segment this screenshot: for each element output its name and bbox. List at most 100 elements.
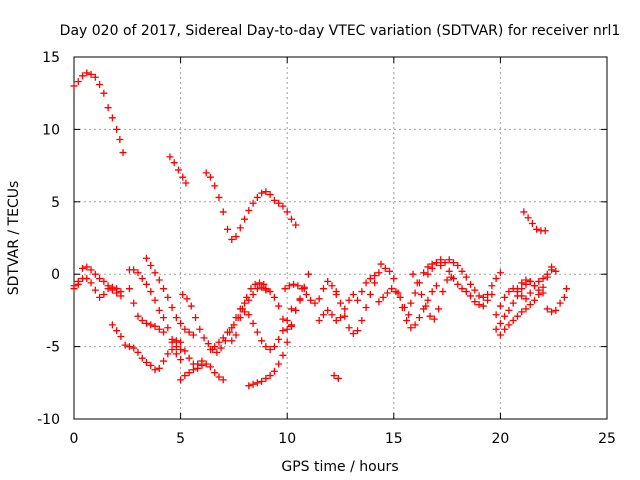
data-point: [492, 311, 500, 319]
series-arc-4: [520, 208, 549, 235]
data-point: [138, 275, 146, 283]
data-point: [501, 325, 509, 333]
data-point: [420, 269, 428, 277]
data-point: [181, 325, 189, 333]
data-point: [562, 285, 570, 293]
data-point: [341, 312, 349, 320]
data-point: [298, 285, 306, 293]
data-point: [182, 179, 190, 187]
data-point: [255, 279, 263, 287]
series-arc-10: [142, 254, 197, 339]
data-point: [83, 69, 91, 77]
data-point: [170, 159, 178, 167]
data-point: [79, 72, 87, 80]
data-point: [449, 275, 457, 283]
data-point: [541, 227, 549, 235]
data-point: [142, 280, 150, 288]
data-point: [160, 314, 168, 322]
series-arc-23: [377, 260, 440, 332]
data-point: [296, 296, 304, 304]
data-point: [432, 282, 440, 290]
data-point: [130, 344, 138, 352]
data-point: [386, 267, 394, 275]
data-point: [194, 364, 202, 372]
data-point: [202, 360, 210, 368]
data-point: [262, 374, 270, 382]
data-point: [121, 341, 129, 349]
data-point: [287, 215, 295, 223]
data-point: [479, 293, 487, 301]
data-point: [432, 259, 440, 267]
data-point: [202, 169, 210, 177]
data-point: [285, 282, 293, 290]
data-point: [79, 264, 87, 272]
data-point: [266, 345, 274, 353]
data-point: [467, 280, 475, 288]
data-point: [151, 269, 159, 277]
y-tick-label: 5: [51, 195, 60, 211]
data-point: [155, 364, 163, 372]
data-point: [262, 343, 270, 351]
data-point: [311, 299, 319, 307]
data-point: [236, 224, 244, 232]
data-point: [428, 288, 436, 296]
data-point: [543, 305, 551, 313]
data-point: [409, 270, 417, 278]
data-point: [371, 272, 379, 280]
data-point: [496, 269, 504, 277]
data-point: [388, 285, 396, 293]
series-arc-27: [445, 256, 504, 301]
data-point: [501, 312, 509, 320]
data-point: [315, 317, 323, 325]
data-point: [258, 189, 266, 197]
data-point: [83, 263, 91, 271]
data-point: [407, 299, 415, 307]
data-point: [206, 345, 214, 353]
data-point: [100, 290, 108, 298]
data-point: [104, 104, 112, 112]
data-point: [341, 305, 349, 313]
data-point: [245, 206, 253, 214]
series-arc-14: [206, 283, 270, 353]
data-point: [215, 373, 223, 381]
series-arc-13: [179, 279, 268, 356]
data-point: [358, 317, 366, 325]
data-point: [413, 279, 421, 287]
plot-frame: [73, 56, 608, 420]
data-point: [275, 335, 283, 343]
data-point: [266, 288, 274, 296]
data-point: [458, 267, 466, 275]
series-arc-29: [492, 277, 534, 333]
data-point: [249, 380, 257, 388]
data-point: [266, 372, 274, 380]
data-point: [183, 295, 191, 303]
data-point: [241, 308, 249, 316]
data-point: [245, 382, 253, 390]
data-point: [449, 259, 457, 267]
data-point: [219, 334, 227, 342]
data-point: [262, 285, 270, 293]
grid-lines: [74, 57, 607, 419]
data-point: [330, 372, 338, 380]
data-point: [215, 338, 223, 346]
data-point: [125, 343, 133, 351]
data-point: [147, 361, 155, 369]
data-point: [522, 276, 530, 284]
data-point: [91, 286, 99, 294]
y-axis-label: SDTVAR / TECUs: [6, 181, 22, 296]
data-point: [251, 280, 259, 288]
x-tick-label: 25: [598, 431, 616, 447]
data-point: [467, 292, 475, 300]
data-point: [275, 302, 283, 310]
data-point: [100, 89, 108, 97]
data-point: [192, 314, 200, 322]
data-point: [379, 293, 387, 301]
data-point: [177, 356, 185, 364]
data-point: [539, 275, 547, 283]
data-point: [411, 289, 419, 297]
data-point: [281, 285, 289, 293]
data-point: [496, 331, 504, 339]
data-point: [407, 324, 415, 332]
data-point: [185, 328, 193, 336]
data-marks: [70, 69, 570, 390]
